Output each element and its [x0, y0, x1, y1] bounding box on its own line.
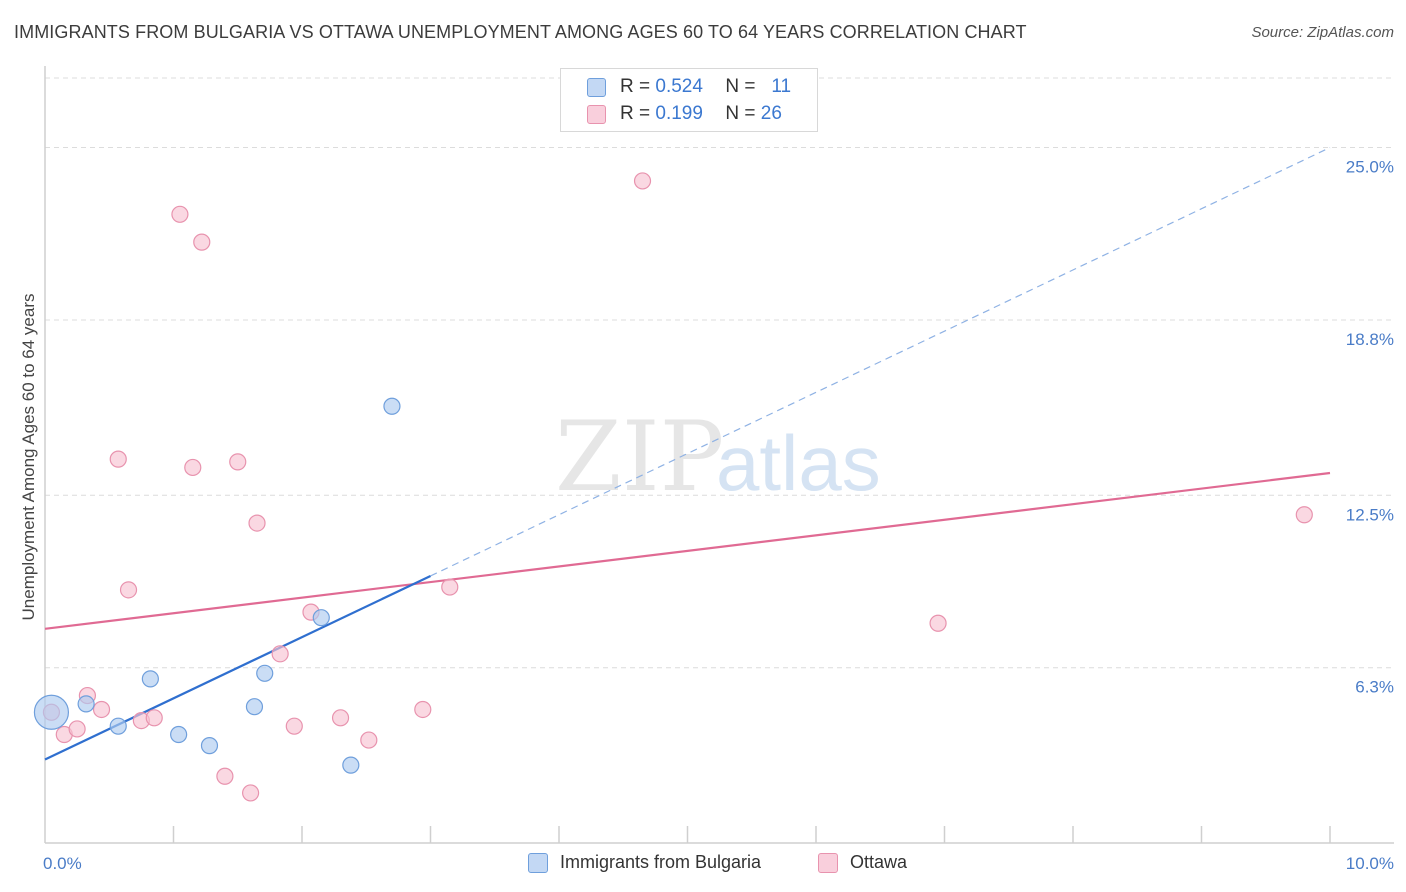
- series-legend-ottawa: Ottawa: [818, 852, 907, 873]
- watermark-atlas: atlas: [716, 419, 881, 507]
- legend-r-value: 0.524: [655, 76, 703, 97]
- x-tick-label: 10.0%: [1346, 854, 1394, 873]
- legend-row-ottawa: R = 0.199 N = 26: [587, 101, 782, 127]
- y-tick-label: 25.0%: [1346, 158, 1394, 177]
- data-points: [33, 172, 1313, 802]
- series-legend-bulgaria: Immigrants from Bulgaria: [528, 852, 761, 873]
- series-label-ottawa: Ottawa: [850, 852, 908, 872]
- data-point-bulgaria: [245, 698, 264, 716]
- y-tick-label: 6.3%: [1355, 678, 1394, 697]
- series-swatch-pink: [818, 852, 838, 873]
- trend-line-bulgaria: [44, 574, 431, 761]
- watermark-zip: ZIP: [555, 401, 724, 513]
- legend-swatch-blue: [587, 77, 606, 97]
- data-point-ottawa: [145, 709, 163, 727]
- axis-labels: Unemployment Among Ages 60 to 64 years 6…: [19, 158, 1394, 873]
- trend-lines: [44, 147, 1331, 761]
- data-point-bulgaria: [312, 609, 330, 627]
- grid-lines: [45, 77, 1394, 669]
- data-point-ottawa: [285, 717, 303, 735]
- data-point-ottawa: [929, 614, 947, 632]
- watermark: ZIP atlas: [555, 401, 881, 513]
- data-point-ottawa: [229, 453, 247, 471]
- legend-n-label: N =: [725, 76, 756, 97]
- data-point-ottawa: [109, 450, 127, 468]
- x-tick-label: 0.0%: [43, 854, 82, 873]
- data-point-ottawa: [92, 700, 111, 719]
- data-point-ottawa: [119, 581, 138, 599]
- data-point-bulgaria: [33, 694, 70, 730]
- trend-line-ottawa: [44, 471, 1331, 630]
- data-point-ottawa: [331, 709, 350, 727]
- data-point-bulgaria: [77, 695, 95, 713]
- legend-r-label: R =: [620, 76, 651, 97]
- legend-swatch-pink: [587, 104, 606, 124]
- data-point-ottawa: [242, 784, 260, 802]
- data-point-ottawa: [414, 700, 432, 719]
- y-tick-label: 18.8%: [1346, 330, 1394, 349]
- data-point-ottawa: [68, 720, 86, 738]
- legend-n-value: 11: [771, 76, 792, 97]
- legend-n-value: 26: [760, 103, 782, 124]
- data-point-ottawa: [441, 578, 459, 596]
- data-point-bulgaria: [256, 664, 274, 682]
- data-point-ottawa: [171, 205, 189, 223]
- series-label-bulgaria: Immigrants from Bulgaria: [560, 852, 762, 872]
- trend-line-bulgaria-extension: [430, 147, 1331, 577]
- data-point-ottawa: [248, 514, 266, 532]
- data-point-bulgaria: [109, 717, 127, 735]
- legend-row-bulgaria: R = 0.524 N = 11: [587, 74, 791, 100]
- data-point-ottawa: [633, 172, 652, 190]
- data-point-ottawa: [1295, 506, 1313, 524]
- data-point-ottawa: [216, 767, 234, 785]
- data-point-bulgaria: [342, 756, 360, 774]
- correlation-legend: R = 0.524 N = 11 R = 0.199 N = 26: [560, 68, 818, 132]
- series-legend: Immigrants from Bulgaria Ottawa: [0, 852, 1406, 878]
- data-point-ottawa: [193, 233, 211, 251]
- series-swatch-blue: [528, 852, 548, 873]
- data-point-bulgaria: [383, 397, 401, 415]
- data-point-bulgaria: [170, 725, 188, 744]
- legend-r-label: R =: [620, 103, 651, 124]
- data-point-bulgaria: [200, 737, 219, 755]
- legend-n-label: N =: [725, 103, 756, 124]
- chart-title: IMMIGRANTS FROM BULGARIA VS OTTAWA UNEMP…: [14, 22, 1027, 42]
- data-point-ottawa: [271, 645, 289, 663]
- legend-r-value: 0.199: [655, 103, 703, 124]
- y-axis-label: Unemployment Among Ages 60 to 64 years: [19, 294, 38, 621]
- source-label: Source: ZipAtlas.com: [1251, 24, 1394, 41]
- data-point-ottawa: [184, 458, 202, 477]
- data-point-ottawa: [360, 731, 378, 749]
- y-tick-label: 12.5%: [1346, 505, 1394, 524]
- data-point-bulgaria: [141, 670, 159, 688]
